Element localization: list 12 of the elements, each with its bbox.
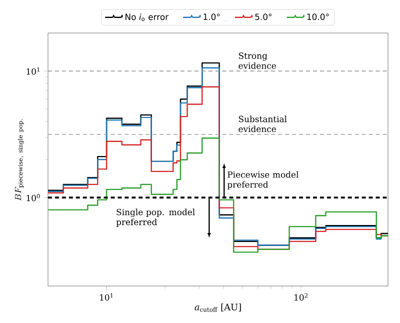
- legend-label: 10.0°: [307, 14, 329, 20]
- annotation: Single pop. model preferred: [116, 208, 195, 227]
- ref-line-label: Substantial evidence: [238, 116, 287, 132]
- x-axis-title: a$_{cutoff}$ [AU]: [194, 303, 241, 312]
- legend-label: 5.0°: [255, 14, 272, 20]
- y-tick-label: 10$^{0}$: [26, 194, 40, 202]
- x-tick-label: 10$^{2}$: [294, 293, 308, 301]
- annotation: Piecewise model preferred: [227, 171, 298, 190]
- legend-label: No i$_{o}$ error: [126, 14, 169, 22]
- legend-label: 1.0°: [204, 14, 220, 20]
- ref-line-label: Strong evidence: [238, 52, 276, 69]
- y-axis-title: $BF_{\mathrm{piecewise,\ single\ pop.}}$: [14, 119, 24, 201]
